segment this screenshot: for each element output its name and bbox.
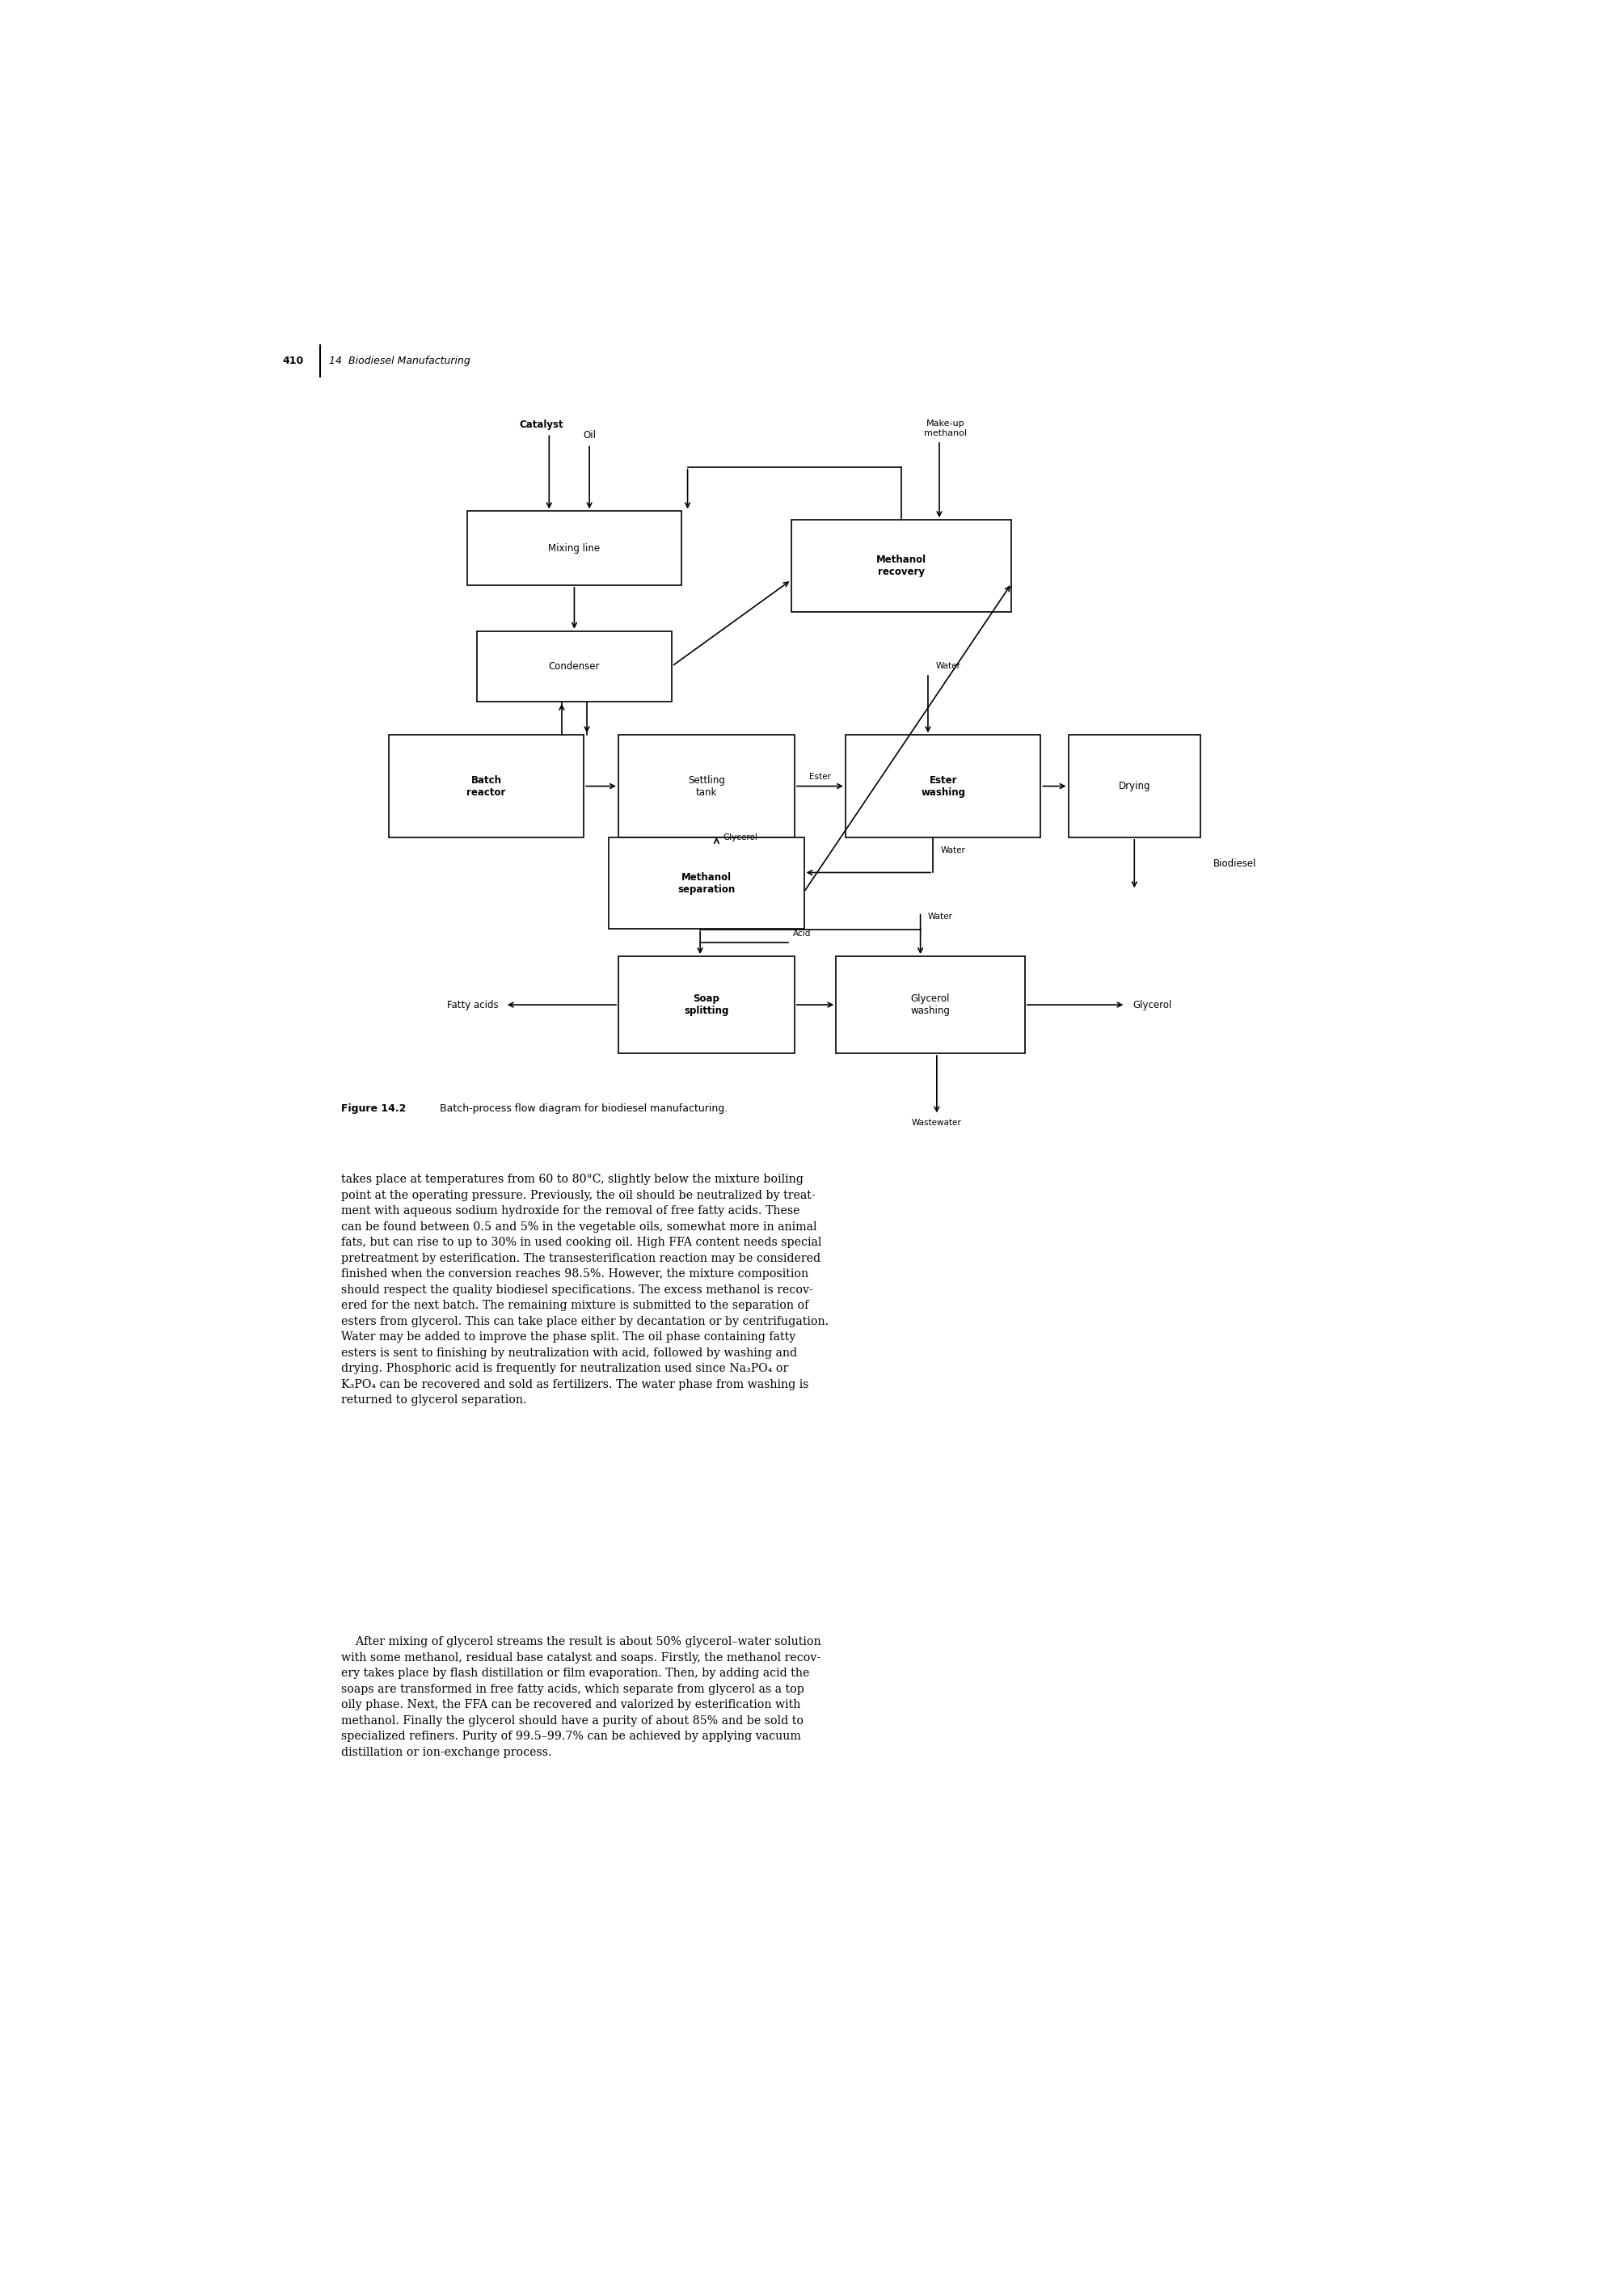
Text: Oil: Oil <box>583 431 596 440</box>
Text: Glycerol: Glycerol <box>1134 998 1173 1010</box>
Text: Mixing line: Mixing line <box>549 543 601 554</box>
Text: Wastewater: Wastewater <box>911 1118 961 1127</box>
FancyBboxPatch shape <box>846 735 1041 838</box>
Text: Make-up
methanol: Make-up methanol <box>924 419 966 437</box>
Text: Condenser: Condenser <box>549 662 599 671</box>
Text: After mixing of glycerol streams the result is about 50% glycerol–water solution: After mixing of glycerol streams the res… <box>341 1635 822 1759</box>
Text: Glycerol: Glycerol <box>723 834 757 840</box>
FancyBboxPatch shape <box>619 957 794 1053</box>
Text: Soap
splitting: Soap splitting <box>684 994 729 1017</box>
FancyBboxPatch shape <box>477 632 672 701</box>
Text: 410: 410 <box>283 355 304 366</box>
Text: Acid: Acid <box>793 930 812 937</box>
FancyBboxPatch shape <box>468 511 682 586</box>
FancyBboxPatch shape <box>1069 735 1200 838</box>
FancyBboxPatch shape <box>791 520 1012 611</box>
Text: Water: Water <box>935 662 960 669</box>
Text: Glycerol
washing: Glycerol washing <box>911 994 950 1017</box>
Text: Batch
reactor: Batch reactor <box>466 774 505 797</box>
FancyBboxPatch shape <box>388 735 583 838</box>
Text: Figure 14.2: Figure 14.2 <box>341 1104 406 1113</box>
Text: 14  Biodiesel Manufacturing: 14 Biodiesel Manufacturing <box>328 355 469 366</box>
FancyBboxPatch shape <box>609 838 804 930</box>
Text: Fatty acids: Fatty acids <box>447 998 499 1010</box>
Text: Ester
washing: Ester washing <box>921 774 965 797</box>
Text: Ester: Ester <box>809 772 831 781</box>
Text: Catalyst: Catalyst <box>520 419 564 431</box>
Text: Biodiesel: Biodiesel <box>1213 859 1257 868</box>
FancyBboxPatch shape <box>836 957 1025 1053</box>
Text: Methanol
separation: Methanol separation <box>677 872 736 895</box>
Text: Methanol
recovery: Methanol recovery <box>877 554 927 577</box>
Text: Drying: Drying <box>1119 781 1150 792</box>
Text: Water: Water <box>927 911 953 921</box>
FancyBboxPatch shape <box>619 735 794 838</box>
Text: Batch-process flow diagram for biodiesel manufacturing.: Batch-process flow diagram for biodiesel… <box>434 1104 728 1113</box>
Text: Settling
tank: Settling tank <box>689 774 724 797</box>
Text: takes place at temperatures from 60 to 80°C, slightly below the mixture boiling
: takes place at temperatures from 60 to 8… <box>341 1175 830 1406</box>
Text: Water: Water <box>940 845 966 854</box>
